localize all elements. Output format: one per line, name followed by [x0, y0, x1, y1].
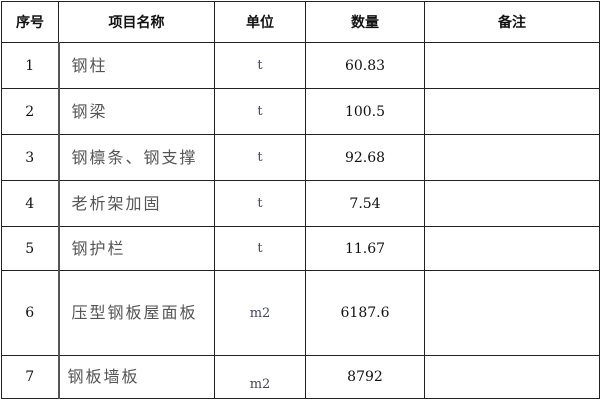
table-row: 4 老析架加固 t 7.54 — [1, 180, 600, 227]
unit-cell: t — [214, 42, 306, 89]
quantity-cell: 60.83 — [305, 42, 425, 89]
header-unit: 单位 — [214, 1, 306, 43]
quantity-cell: 100.5 — [305, 88, 425, 135]
item-name-cell: 钢梁 — [58, 88, 215, 135]
header-qty: 数量 — [305, 1, 425, 43]
note-cell — [424, 270, 600, 356]
header-note: 备注 — [424, 1, 600, 43]
note-cell — [424, 355, 600, 399]
note-cell — [424, 88, 600, 135]
quantity-cell: 7.54 — [305, 180, 425, 227]
row-number-cell: 7 — [1, 355, 60, 399]
item-name-cell: 钢柱 — [58, 42, 215, 89]
table-row: 3 钢檩条、钢支撑 t 92.68 — [1, 134, 600, 181]
row-number-cell: 6 — [1, 270, 60, 356]
item-name-cell: 钢护栏 — [58, 226, 215, 271]
unit-cell: m2 — [214, 270, 306, 356]
header-no: 序号 — [1, 1, 59, 43]
row-number-cell: 5 — [1, 226, 60, 271]
unit-cell: t — [214, 226, 306, 271]
header-row: 序号 项目名称 单位 数量 备注 — [1, 1, 600, 43]
unit-cell: t — [214, 180, 306, 227]
table-row: 7 钢板墙板 m2 8792 — [1, 355, 600, 399]
note-cell — [424, 226, 600, 271]
quantity-cell: 6187.6 — [305, 270, 425, 356]
table-row: 2 钢梁 t 100.5 — [1, 88, 600, 135]
quantity-cell: 8792 — [305, 355, 425, 399]
item-name-cell: 钢板墙板 — [58, 355, 215, 399]
row-number-cell: 1 — [1, 42, 60, 89]
table-row: 5 钢护栏 t 11.67 — [1, 226, 600, 271]
unit-cell: t — [214, 88, 306, 135]
quantity-cell: 11.67 — [305, 226, 425, 271]
item-name-cell: 老析架加固 — [58, 180, 215, 227]
row-number-cell: 3 — [1, 134, 60, 181]
row-number-cell: 4 — [1, 180, 60, 227]
unit-cell: m2 — [214, 355, 306, 399]
table-row: 1 钢柱 t 60.83 — [1, 42, 600, 89]
note-cell — [424, 42, 600, 89]
note-cell — [424, 134, 600, 181]
note-cell — [424, 180, 600, 227]
item-name-cell: 钢檩条、钢支撑 — [58, 134, 215, 181]
item-name-cell: 压型钢板屋面板 — [58, 270, 215, 356]
table-row: 6 压型钢板屋面板 m2 6187.6 — [1, 270, 600, 356]
header-name: 项目名称 — [58, 1, 215, 43]
unit-cell: t — [214, 134, 306, 181]
quantity-cell: 92.68 — [305, 134, 425, 181]
row-number-cell: 2 — [1, 88, 60, 135]
